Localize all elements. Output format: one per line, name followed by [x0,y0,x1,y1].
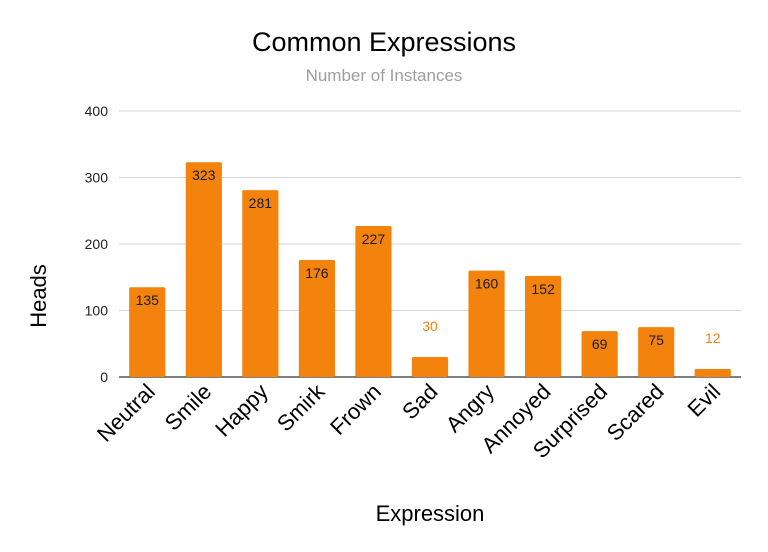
bar [355,226,392,377]
bars [129,162,731,377]
y-tick-label: 100 [85,303,109,319]
bar [129,287,166,377]
data-label: 281 [249,195,273,211]
bar [298,259,336,377]
x-tick-label: Smirk [272,378,330,436]
y-tick-label: 300 [85,170,109,186]
x-tick-label: Neutral [92,379,160,447]
x-tick-label: Evil [683,379,726,422]
y-tick-label: 200 [85,236,109,252]
x-axis-title: Expression [376,501,485,526]
chart-title: Common Expressions [252,27,516,57]
x-tick-label: Happy [210,379,273,442]
x-tick-label: Sad [397,379,442,424]
y-tick-label: 400 [85,103,109,119]
gridlines: 0 100 200 300 400 [85,103,741,385]
data-label: 75 [648,332,664,348]
bar [468,270,505,377]
bar [411,357,449,377]
y-axis-title: Heads [26,264,51,328]
y-tick-label: 0 [100,369,108,385]
chart-subtitle: Number of Instances [306,66,463,85]
data-label: 227 [362,231,386,247]
x-tick-label: Smile [160,379,217,436]
data-label: 152 [531,281,555,297]
bar [242,190,279,377]
bar [185,162,222,377]
data-label: 12 [705,330,721,346]
data-label: 69 [592,336,608,352]
bar [581,331,618,377]
data-label: 160 [475,276,499,292]
data-label: 323 [192,167,216,183]
data-label: 30 [422,318,438,334]
bar [694,369,731,377]
bar [524,275,562,377]
x-tick-label: Scared [602,379,669,446]
data-labels: 135 323 281 176 227 30 160 152 69 75 12 [136,167,721,352]
data-label: 176 [305,265,329,281]
data-label: 135 [136,292,160,308]
x-tick-label: Frown [325,379,386,440]
bar [638,327,675,377]
